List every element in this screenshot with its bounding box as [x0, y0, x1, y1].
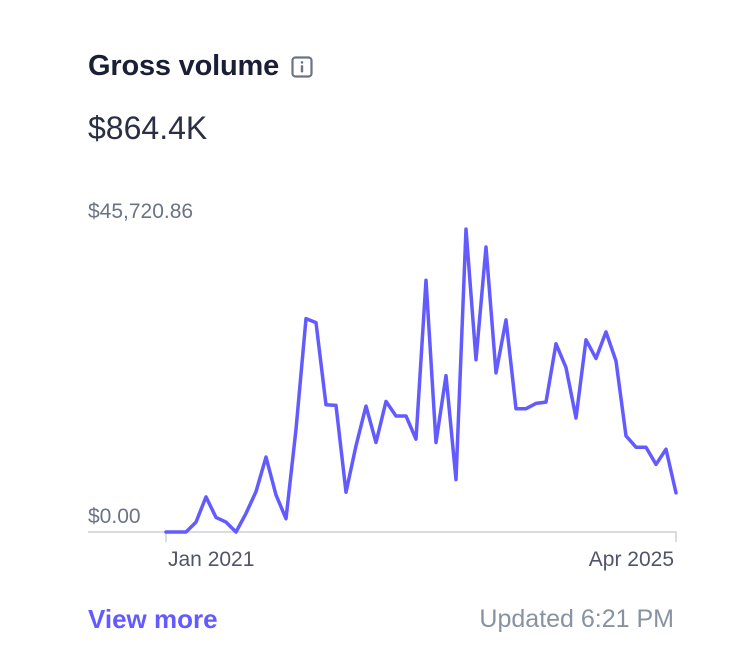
view-more-link[interactable]: View more [88, 604, 218, 634]
x-tick-label-start: Jan 2021 [168, 548, 255, 571]
series-line [164, 227, 678, 534]
title-row: Gross volume [88, 50, 313, 83]
updated-timestamp: Updated 6:21 PM [479, 605, 674, 633]
series-layer [164, 227, 678, 534]
card-title: Gross volume [88, 50, 279, 82]
total-value: $864.4K [88, 110, 208, 146]
y-tick-label-min: $0.00 [88, 505, 141, 528]
y-tick-label-max: $45,720.86 [88, 200, 194, 223]
x-tick-label-end: Apr 2025 [588, 548, 674, 571]
info-icon[interactable] [291, 55, 313, 78]
